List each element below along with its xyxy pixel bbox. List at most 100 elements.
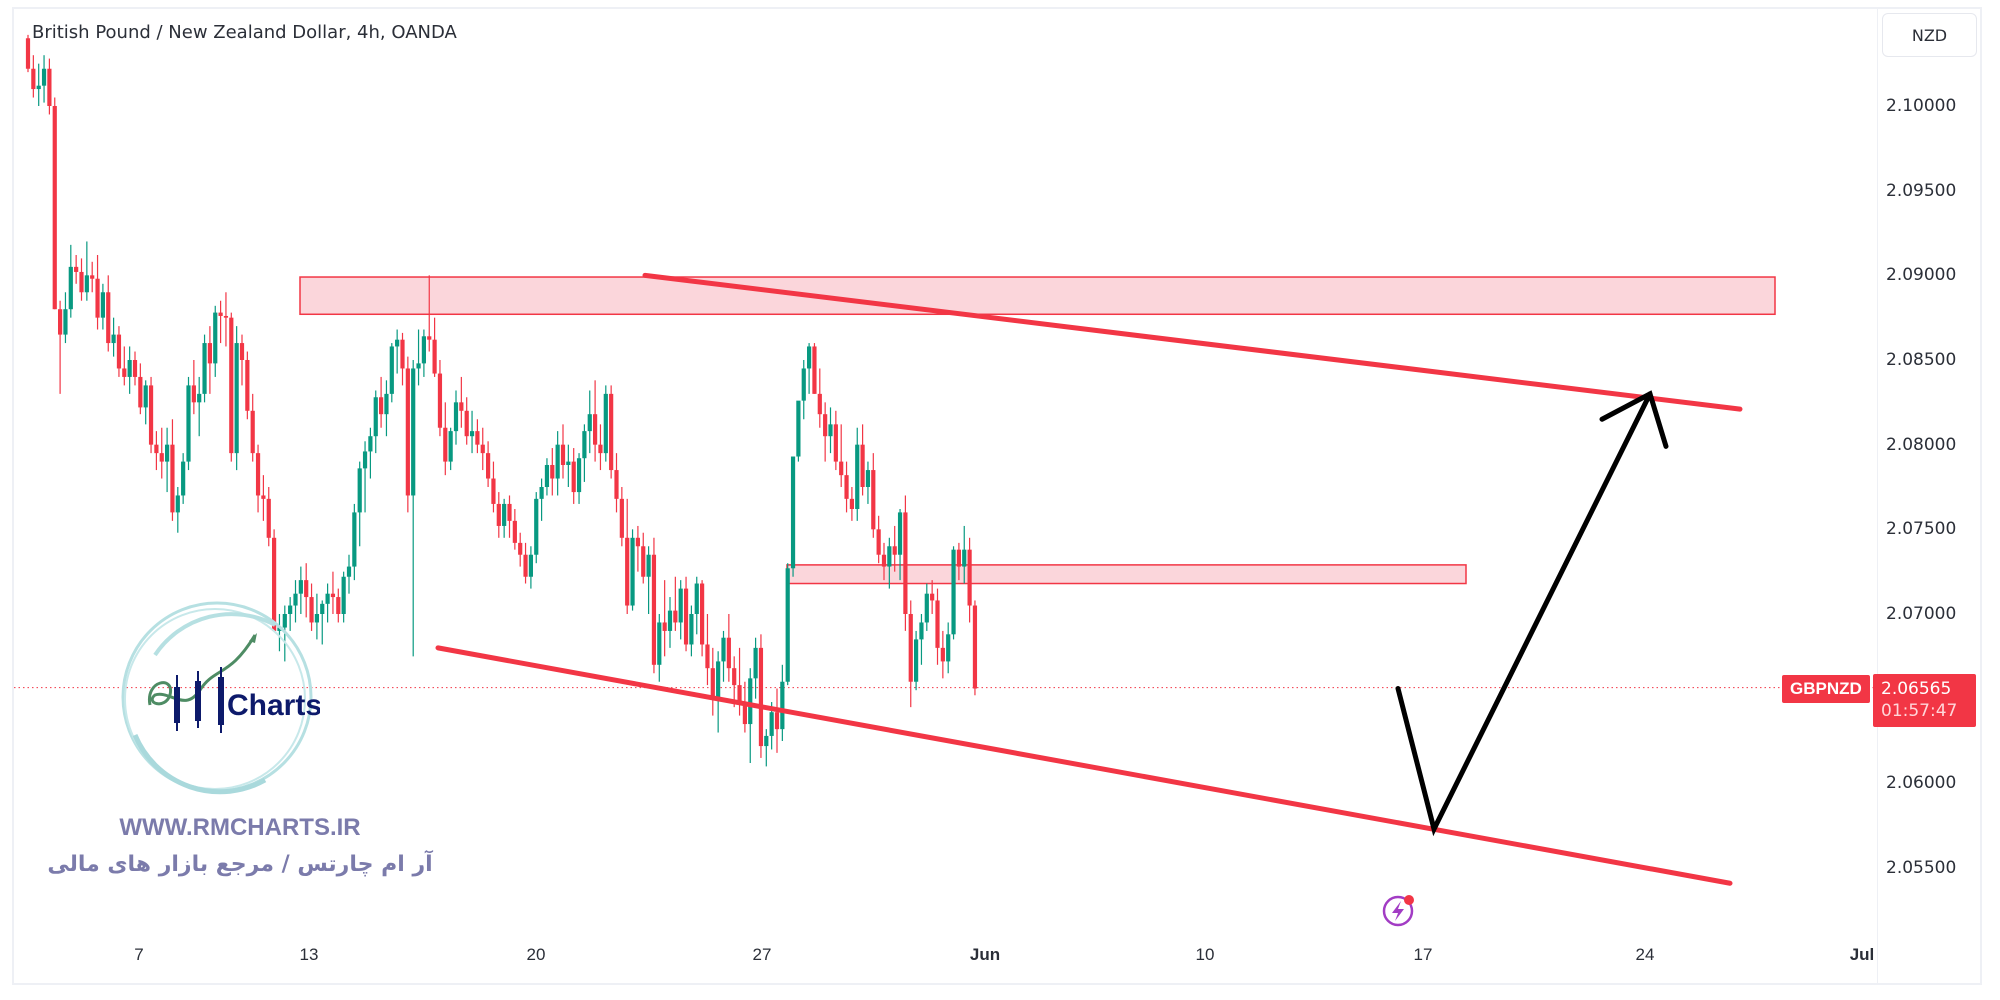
candle-body bbox=[967, 549, 972, 606]
candle-body bbox=[641, 546, 646, 577]
candle-body bbox=[47, 68, 52, 106]
candle-body bbox=[138, 376, 143, 408]
candle-body bbox=[962, 549, 967, 567]
candle-body bbox=[255, 453, 261, 496]
time-axis[interactable] bbox=[14, 914, 1877, 984]
candle-body bbox=[175, 495, 180, 513]
price-tick: 2.08000 bbox=[1886, 434, 1957, 455]
candle-body bbox=[903, 512, 908, 614]
candle-body bbox=[63, 309, 68, 335]
resistance-zone bbox=[299, 276, 1776, 316]
time-tick: 7 bbox=[134, 945, 144, 964]
candle-body bbox=[277, 627, 282, 631]
candle-body bbox=[646, 554, 651, 577]
chart-pane[interactable] bbox=[14, 9, 1877, 914]
candle-body bbox=[362, 451, 368, 469]
candle-body bbox=[197, 393, 202, 403]
candle-body bbox=[683, 588, 689, 645]
candle-body bbox=[635, 537, 640, 547]
upper-trendline bbox=[642, 272, 1743, 412]
candle-body bbox=[181, 461, 186, 496]
logo-text: Charts bbox=[227, 689, 320, 722]
candle-body bbox=[346, 566, 352, 577]
symbol-badge: GBPNZD bbox=[1782, 675, 1870, 703]
candle-body bbox=[170, 444, 175, 513]
candle-body bbox=[732, 668, 737, 686]
candle-body bbox=[539, 487, 544, 499]
candle-body bbox=[90, 275, 95, 279]
candle-body bbox=[833, 424, 838, 462]
candle-body bbox=[667, 610, 673, 631]
candle-body bbox=[785, 568, 790, 682]
candle-body bbox=[186, 385, 191, 462]
candle-body bbox=[154, 444, 159, 454]
price-axis[interactable] bbox=[1877, 9, 1981, 984]
candle-body bbox=[288, 605, 293, 614]
flash-icon[interactable] bbox=[1381, 892, 1417, 928]
candle-body bbox=[432, 339, 437, 374]
candle-body bbox=[673, 610, 678, 623]
candle-body bbox=[587, 414, 592, 432]
candle-body bbox=[25, 38, 31, 69]
candle-body bbox=[651, 554, 657, 665]
candle-body bbox=[700, 583, 705, 645]
candle-body bbox=[560, 444, 566, 465]
candle-body bbox=[742, 702, 747, 725]
candlestick-chart[interactable] bbox=[14, 9, 1877, 914]
price-tick: 2.09000 bbox=[1886, 265, 1957, 286]
candle-body bbox=[122, 368, 127, 377]
candle-body bbox=[132, 360, 138, 377]
candle-body bbox=[336, 597, 341, 614]
currency-button[interactable]: NZD bbox=[1882, 13, 1977, 57]
candle-body bbox=[480, 444, 485, 454]
candle-body bbox=[496, 503, 501, 526]
time-tick: Jul bbox=[1849, 945, 1875, 964]
candle-body bbox=[566, 461, 571, 465]
lower-trendline bbox=[435, 645, 1733, 886]
candle-body bbox=[609, 393, 614, 471]
candle-body bbox=[935, 600, 940, 648]
price-tick: 2.05500 bbox=[1886, 858, 1957, 878]
candle-body bbox=[464, 410, 469, 437]
candle-body bbox=[796, 400, 801, 457]
candle-body bbox=[491, 478, 496, 504]
candle-body bbox=[871, 470, 876, 530]
tagline-label: آر ام چارتس / مرجع بازار های مالی bbox=[47, 852, 433, 877]
candle-body bbox=[512, 520, 517, 543]
candle-body bbox=[801, 368, 806, 401]
candle-body bbox=[582, 431, 587, 459]
candle-body bbox=[630, 537, 635, 606]
candle-body bbox=[486, 453, 491, 479]
price-tick: 2.07500 bbox=[1886, 519, 1957, 540]
candle-body bbox=[892, 546, 897, 555]
candle-body bbox=[416, 363, 421, 369]
candle-body bbox=[400, 339, 405, 369]
candle-body bbox=[694, 583, 699, 614]
candle-body bbox=[823, 414, 828, 437]
time-tick: 20 bbox=[526, 945, 546, 964]
candle-body bbox=[202, 343, 207, 394]
candle-body bbox=[341, 576, 346, 614]
candle-body bbox=[234, 343, 239, 454]
candle-body bbox=[534, 498, 539, 555]
candle-body bbox=[919, 622, 924, 640]
candle-body bbox=[705, 644, 710, 669]
time-tick: 17 bbox=[1413, 945, 1433, 964]
candle-body bbox=[550, 464, 555, 479]
candle-body bbox=[475, 431, 480, 445]
price-tick: 2.08500 bbox=[1886, 350, 1957, 370]
candle-body bbox=[213, 312, 218, 364]
arrowhead-icon bbox=[1599, 390, 1669, 449]
chart-frame bbox=[12, 7, 1982, 985]
candle-body bbox=[427, 336, 432, 340]
time-tick: Jun bbox=[969, 945, 1001, 964]
candle-body bbox=[261, 495, 266, 499]
projection-path bbox=[1395, 391, 1653, 837]
candle-body bbox=[555, 444, 560, 479]
candle-body bbox=[357, 468, 362, 513]
candle-body bbox=[165, 444, 170, 462]
candle-body bbox=[443, 427, 448, 462]
candle-body bbox=[721, 637, 726, 662]
candle-body bbox=[309, 597, 314, 623]
candle-body bbox=[769, 712, 774, 736]
